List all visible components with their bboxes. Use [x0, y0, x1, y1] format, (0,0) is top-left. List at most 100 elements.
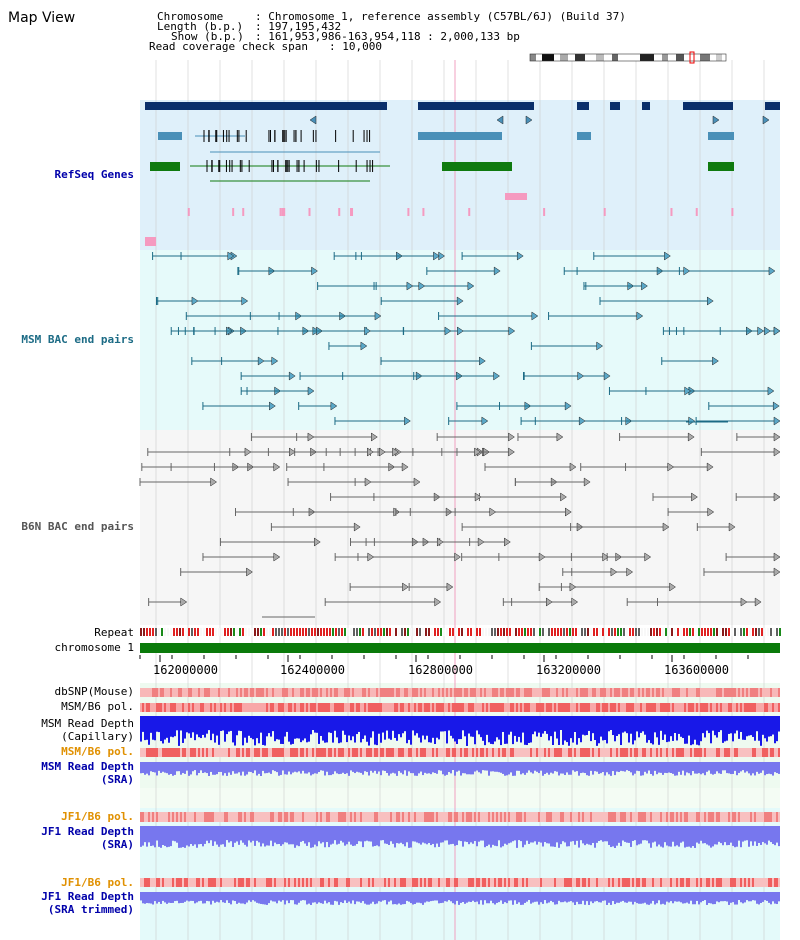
depth-bar	[578, 762, 580, 776]
pol-bar	[758, 748, 760, 757]
depth-bar	[340, 892, 342, 903]
snp-bar	[618, 688, 620, 697]
pol-bar	[410, 878, 412, 887]
pol-bar	[630, 878, 632, 887]
pol-bar	[510, 748, 512, 757]
pol-bar	[708, 748, 710, 757]
pol-bar	[728, 878, 730, 887]
snp-bar	[620, 688, 622, 697]
pol-bar	[726, 878, 728, 887]
pol-bar	[190, 748, 192, 757]
snp-bar	[274, 688, 276, 697]
snp-bar	[494, 688, 496, 697]
depth-bar	[454, 716, 456, 742]
bac-arrow	[404, 416, 411, 426]
snp-bar	[624, 688, 626, 697]
track-label-dbsnp[interactable]: dbSNP(Mouse)	[54, 685, 134, 698]
pol-bar	[654, 812, 656, 822]
pol-bar	[778, 812, 780, 822]
pol-bar	[298, 703, 300, 712]
pol-bar	[394, 812, 396, 822]
depth-bar	[416, 762, 418, 776]
pol-bar	[210, 748, 212, 757]
track-label-jf1-b6-pol-2[interactable]: JF1/B6 pol.	[61, 876, 134, 889]
depth-bar	[618, 762, 620, 773]
repeat-block	[386, 628, 388, 636]
pol-bar	[766, 703, 768, 712]
pol-bar	[396, 748, 398, 757]
pol-bar	[396, 878, 398, 887]
track-label-jf1-b6-pol[interactable]: JF1/B6 pol.	[61, 810, 134, 823]
snp-bar	[666, 688, 668, 697]
snp-bar	[674, 688, 676, 697]
depth-bar	[366, 826, 368, 841]
depth-bar	[624, 826, 626, 842]
snp-bar	[292, 688, 294, 697]
pol-bar	[146, 878, 148, 887]
snp-bar	[728, 688, 730, 697]
depth-bar	[252, 826, 254, 841]
pol-bar	[430, 812, 432, 822]
pol-bar	[178, 748, 180, 757]
pol-bar	[436, 748, 438, 757]
pol-bar	[468, 878, 470, 887]
pol-bar	[680, 878, 682, 887]
pol-bar	[414, 748, 416, 757]
depth-bar	[600, 826, 602, 841]
depth-bar	[762, 716, 764, 735]
depth-bar	[666, 762, 668, 774]
pol-bar	[688, 703, 690, 712]
depth-bar	[616, 716, 618, 736]
track-label-refseq[interactable]: RefSeq Genes	[54, 168, 134, 181]
pol-bar	[140, 703, 142, 712]
depth-bar	[286, 716, 288, 732]
pol-bar	[452, 748, 454, 757]
snp-bar	[370, 688, 372, 697]
snp-bar	[572, 688, 574, 697]
pol-bar	[268, 812, 270, 822]
track-label-msm-b6-pol[interactable]: MSM/B6 pol.	[61, 700, 134, 713]
snp-bar	[688, 688, 690, 697]
depth-bar	[548, 892, 550, 903]
track-label-jf1-depth-trim[interactable]: JF1 Read Depth	[41, 890, 134, 903]
depth-bar	[162, 892, 164, 901]
depth-bar	[682, 826, 684, 842]
pol-bar	[740, 748, 742, 757]
snp-bar	[634, 688, 636, 697]
depth-bar	[204, 892, 206, 904]
track-label-msm-depth-cap[interactable]: MSM Read Depth	[41, 717, 134, 730]
depth-bar	[296, 826, 298, 846]
depth-bar	[478, 716, 480, 735]
track-label-msm-b6-pol-2[interactable]: MSM/B6 pol.	[61, 745, 134, 758]
pol-bar	[192, 703, 194, 712]
snp-bar	[580, 688, 582, 697]
track-label-msm-depth-cap-sub: (Capillary)	[61, 730, 134, 743]
repeat-block	[713, 628, 715, 636]
track-label-msm-bac[interactable]: MSM BAC end pairs	[21, 333, 134, 346]
track-label-jf1-depth-sra[interactable]: JF1 Read Depth	[41, 825, 134, 838]
depth-bar	[338, 826, 340, 844]
depth-bar	[600, 716, 602, 737]
pol-bar	[504, 812, 506, 822]
track-label-chromosome[interactable]: chromosome 1	[54, 641, 134, 654]
pol-bar	[386, 878, 388, 887]
track-label-b6n-bac[interactable]: B6N BAC end pairs	[21, 520, 134, 533]
snp-bar	[760, 688, 762, 697]
snp-bar	[724, 688, 726, 697]
depth-bar	[518, 716, 520, 737]
depth-bar	[528, 892, 530, 901]
depth-bar	[518, 762, 520, 771]
pol-bar	[358, 748, 360, 757]
track-label-repeat[interactable]: Repeat	[94, 626, 134, 639]
pol-bar	[288, 703, 290, 712]
pol-bar	[364, 812, 366, 822]
depth-bar	[744, 892, 746, 903]
snp-bar	[428, 688, 430, 697]
track-label-msm-depth-sra[interactable]: MSM Read Depth	[41, 760, 134, 773]
pol-bar	[384, 748, 386, 757]
depth-bar	[434, 826, 436, 848]
depth-bar	[272, 892, 274, 902]
pol-bar	[190, 878, 192, 887]
depth-bar	[650, 716, 652, 744]
depth-bar	[190, 716, 192, 738]
